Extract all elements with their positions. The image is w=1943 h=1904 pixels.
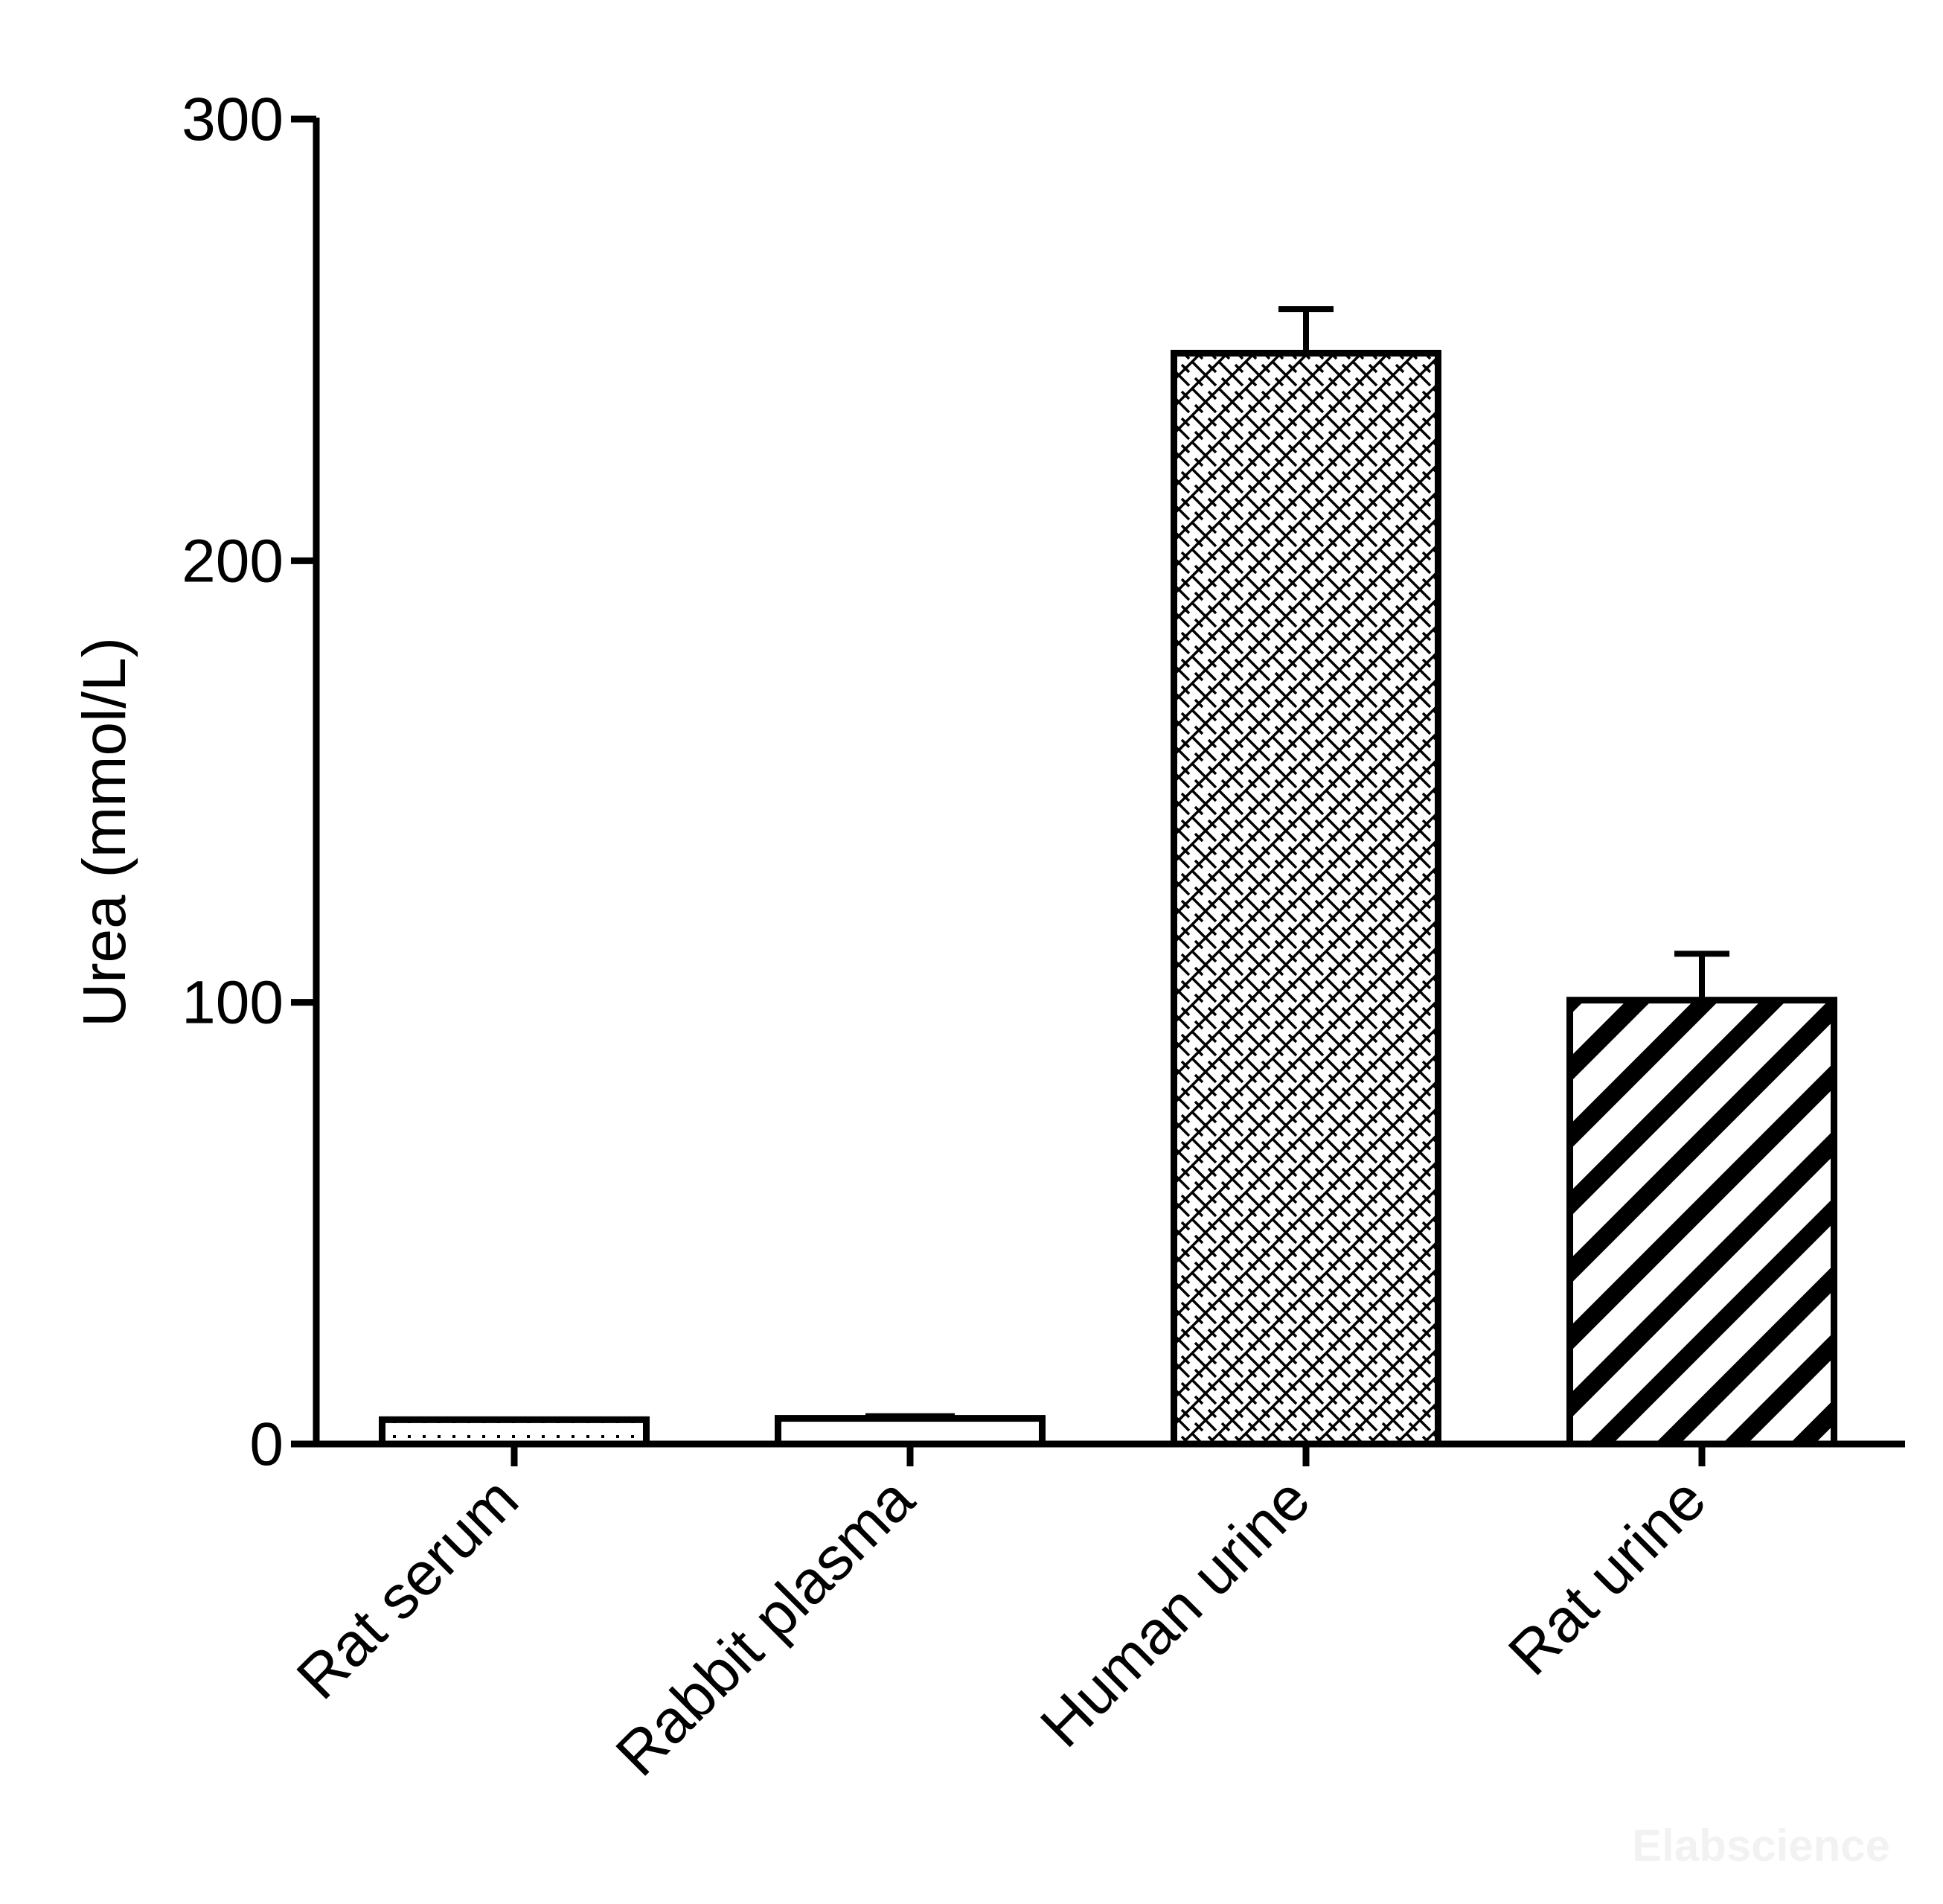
x-tick-label: Human urine bbox=[1028, 1465, 1322, 1760]
y-tick-label: 300 bbox=[182, 86, 284, 153]
y-tick-label: 100 bbox=[182, 969, 284, 1037]
bar bbox=[1171, 349, 1441, 1448]
bar bbox=[775, 1415, 1046, 1448]
y-tick-label: 0 bbox=[249, 1411, 284, 1478]
bar bbox=[379, 1416, 650, 1448]
bars bbox=[379, 306, 1837, 1448]
watermark-logo: Elabscience bbox=[1632, 1821, 1890, 1871]
x-tick-label: Rat urine bbox=[1496, 1465, 1719, 1688]
x-tick-label: Rat serum bbox=[284, 1465, 531, 1712]
x-tick-label: Rabbit plasma bbox=[604, 1465, 927, 1789]
labels: 0 100 200 300 Rat serum Rabbit plasma Human ur… bbox=[182, 86, 1719, 1789]
y-tick-label: 200 bbox=[182, 527, 284, 595]
y-axis-title: Urea (mmol/L) bbox=[71, 637, 138, 1027]
bar bbox=[1566, 997, 1837, 1448]
